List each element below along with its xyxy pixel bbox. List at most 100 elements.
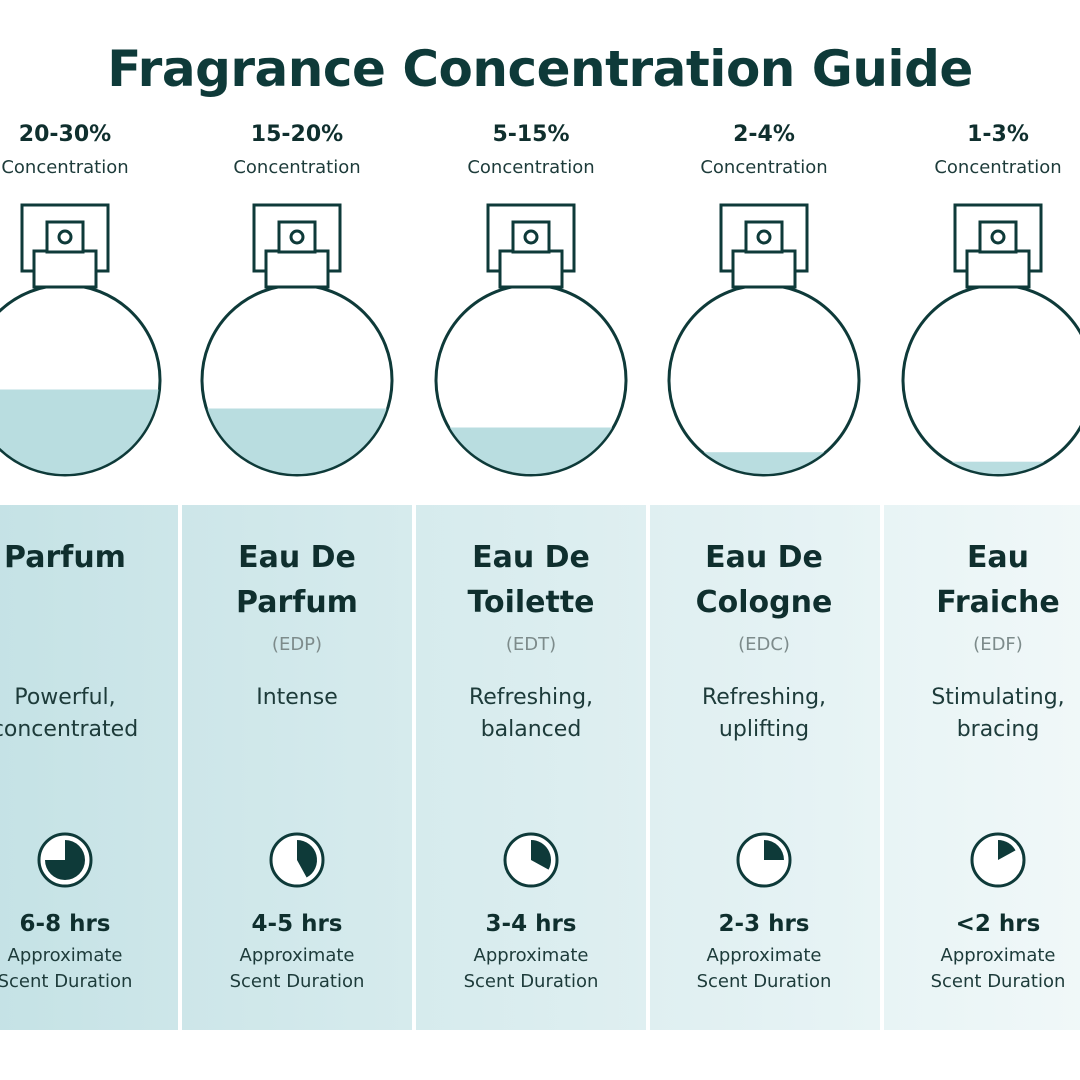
fragrance-name-line: Parfum — [4, 540, 126, 575]
description-line: balanced — [480, 717, 582, 742]
bottle-liquid — [437, 427, 625, 474]
fragrance-name-line: Fraiche — [936, 585, 1060, 620]
fragrance-description: Stimulating, bracing — [883, 682, 1080, 746]
duration-label-scent: Scent Duration — [0, 971, 133, 992]
fragrance-name-line: Parfum — [236, 585, 358, 620]
fragrance-name-line: Eau De — [238, 540, 356, 575]
bottle-neck — [32, 249, 98, 289]
bottle-neck — [498, 249, 564, 289]
sprayer-nozzle — [990, 229, 1006, 245]
concentration-percent: 15-20% — [250, 122, 344, 147]
sprayer-nozzle — [57, 229, 73, 245]
bottle-illustration — [197, 200, 397, 480]
description-line: Refreshing, — [468, 685, 594, 710]
clock-fill — [297, 840, 318, 878]
bottle-neck — [965, 249, 1031, 289]
column-panel — [416, 505, 646, 1030]
description-line: Stimulating, — [931, 685, 1065, 710]
bottle-liquid — [203, 408, 391, 474]
bottle-glass — [901, 283, 1080, 477]
description-line: uplifting — [718, 717, 810, 742]
bottle-liquid — [904, 461, 1080, 474]
fragrance-description: Intense — [182, 682, 412, 714]
fragrance-name: Eau De Cologne — [649, 535, 879, 625]
bottle-sprayer — [978, 220, 1018, 254]
fragrance-name-line: Eau — [966, 540, 1030, 575]
bottle-illustration — [664, 200, 864, 480]
bottle-sprayer — [744, 220, 784, 254]
duration-label-approximate: Approximate — [239, 945, 355, 966]
scent-duration-hours: 6-8 hrs — [19, 911, 111, 937]
page-title: Fragrance Concentration Guide — [107, 40, 973, 98]
bottle-illustration — [431, 200, 631, 480]
duration-label-approximate: Approximate — [473, 945, 589, 966]
duration-label-approximate: Approximate — [706, 945, 822, 966]
fragrance-name-line: Eau De — [705, 540, 823, 575]
description-line: Refreshing, — [701, 685, 827, 710]
bottle-sprayer — [277, 220, 317, 254]
clock-icon — [269, 832, 325, 888]
concentration-percent: 5-15% — [492, 122, 570, 147]
duration-label-scent: Scent Duration — [229, 971, 365, 992]
fragrance-description: Refreshing, uplifting — [649, 682, 879, 746]
concentration-percent: 2-4% — [733, 122, 795, 147]
bottle-neck — [731, 249, 797, 289]
clock-icon — [37, 832, 93, 888]
concentration-percent: 20-30% — [18, 122, 112, 147]
fragrance-description: Powerful, concentrated — [0, 682, 180, 746]
duration-label-scent: Scent Duration — [930, 971, 1066, 992]
duration-label-scent: Scent Duration — [696, 971, 832, 992]
bottle-neck — [264, 249, 330, 289]
concentration-label: Concentration — [700, 157, 828, 178]
duration-label-scent: Scent Duration — [463, 971, 599, 992]
clock-fill — [764, 840, 784, 860]
bottle-illustration — [898, 200, 1080, 480]
description-line: concentrated — [0, 717, 139, 742]
bottle-liquid — [670, 452, 858, 474]
fragrance-abbreviation: (EDC) — [738, 634, 790, 655]
description-line: Intense — [256, 685, 338, 710]
sprayer-nozzle — [289, 229, 305, 245]
fragrance-name: Eau Fraiche — [883, 535, 1080, 625]
concentration-label: Concentration — [467, 157, 595, 178]
fragrance-name-line: Cologne — [695, 585, 833, 620]
description-line: bracing — [956, 717, 1040, 742]
clock-fill — [531, 840, 552, 870]
column-panel — [182, 505, 412, 1030]
duration-label-approximate: Approximate — [7, 945, 123, 966]
concentration-label: Concentration — [233, 157, 361, 178]
scent-duration-hours: 3-4 hrs — [485, 911, 577, 937]
duration-label-approximate: Approximate — [940, 945, 1056, 966]
concentration-label: Concentration — [934, 157, 1062, 178]
column-panel — [0, 505, 178, 1030]
fragrance-abbreviation: (EDP) — [271, 634, 323, 655]
bottle-sprayer — [511, 220, 551, 254]
fragrance-name-line: Toilette — [467, 585, 595, 620]
concentration-percent: 1-3% — [967, 122, 1029, 147]
fragrance-name: Eau De Toilette — [416, 535, 646, 625]
fragrance-name-line: Eau De — [472, 540, 590, 575]
column-panel — [884, 505, 1080, 1030]
bottle-illustration — [0, 200, 165, 480]
clock-fill — [45, 840, 85, 880]
description-line: Powerful, — [14, 685, 116, 710]
clock-icon — [503, 832, 559, 888]
column-panel — [650, 505, 880, 1030]
concentration-label: Concentration — [1, 157, 129, 178]
scent-duration-hours: 4-5 hrs — [251, 911, 343, 937]
sprayer-nozzle — [756, 229, 772, 245]
fragrance-description: Refreshing, balanced — [416, 682, 646, 746]
scent-duration-hours: 2-3 hrs — [718, 911, 810, 937]
fragrance-abbreviation: (EDT) — [505, 634, 557, 655]
fragrance-name: Eau De Parfum — [182, 535, 412, 625]
fragrance-name: Parfum — [0, 535, 180, 580]
clock-fill — [998, 840, 1016, 860]
scent-duration-hours: <2 hrs — [955, 911, 1041, 937]
bottle-sprayer — [45, 220, 85, 254]
clock-icon — [736, 832, 792, 888]
bottle-liquid — [0, 389, 159, 474]
fragrance-abbreviation: (EDF) — [973, 634, 1023, 655]
clock-icon — [970, 832, 1026, 888]
bottle-glass — [667, 283, 861, 477]
sprayer-nozzle — [523, 229, 539, 245]
